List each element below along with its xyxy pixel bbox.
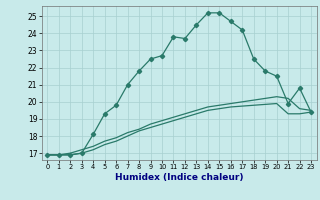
X-axis label: Humidex (Indice chaleur): Humidex (Indice chaleur) bbox=[115, 173, 244, 182]
